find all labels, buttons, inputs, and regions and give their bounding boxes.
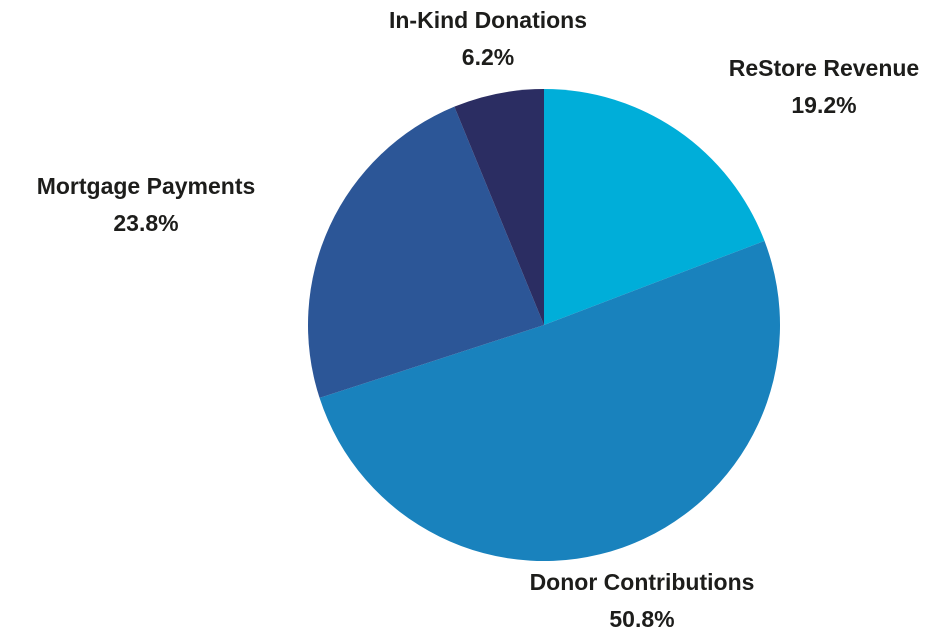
slice-label-restore-revenue: ReStore Revenue 19.2% (729, 55, 919, 118)
pie-slices (307, 89, 781, 562)
pie-slice-in-kind-donations (454, 89, 544, 325)
slice-percent-donor-contributions: 50.8% (609, 606, 674, 632)
slice-label-mortgage-payments: Mortgage Payments 23.8% (37, 173, 256, 236)
slice-label-in-kind-donations: In-Kind Donations 6.2% (389, 7, 587, 70)
slice-name-in-kind-donations: In-Kind Donations (389, 7, 587, 33)
pie-slice-donor-contributions (319, 240, 781, 562)
slice-percent-mortgage-payments: 23.8% (113, 210, 178, 236)
slice-name-donor-contributions: Donor Contributions (530, 569, 755, 595)
slice-name-restore-revenue: ReStore Revenue (729, 55, 919, 81)
slice-percent-in-kind-donations: 6.2% (462, 44, 514, 70)
pie-slice-mortgage-payments (307, 106, 544, 398)
slice-name-mortgage-payments: Mortgage Payments (37, 173, 256, 199)
slice-percent-restore-revenue: 19.2% (791, 92, 856, 118)
pie-slice-restore-revenue (544, 89, 765, 325)
slice-label-donor-contributions: Donor Contributions 50.8% (530, 569, 755, 632)
